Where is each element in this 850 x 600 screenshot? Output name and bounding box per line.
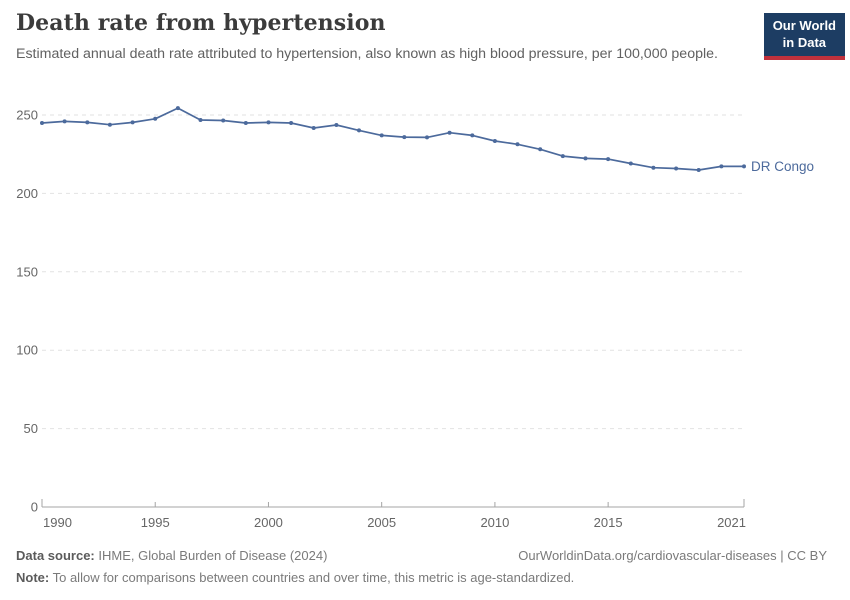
data-point[interactable]	[379, 133, 384, 138]
data-point[interactable]	[719, 164, 724, 169]
data-point[interactable]	[153, 116, 158, 121]
data-point[interactable]	[674, 166, 679, 171]
data-point[interactable]	[85, 120, 90, 125]
x-tick-label: 2000	[254, 515, 283, 530]
data-point[interactable]	[311, 126, 316, 130]
x-tick-label: 1995	[141, 515, 170, 530]
data-point[interactable]	[130, 120, 135, 125]
data-point[interactable]	[583, 156, 588, 161]
data-point[interactable]	[651, 165, 656, 170]
data-point[interactable]	[402, 135, 407, 140]
note-text: To allow for comparisons between countri…	[52, 570, 575, 586]
note-label: Note:	[16, 570, 50, 586]
y-tick-label: 250	[16, 108, 38, 123]
x-tick-label: 2021	[717, 515, 746, 530]
data-point[interactable]	[243, 121, 248, 125]
data-point[interactable]	[628, 161, 633, 166]
y-tick-label: 0	[31, 500, 38, 515]
y-tick-label: 50	[24, 421, 38, 436]
data-point[interactable]	[447, 130, 452, 135]
data-point[interactable]	[696, 168, 701, 172]
chart-header: Death rate from hypertension Estimated a…	[16, 10, 845, 65]
data-point[interactable]	[492, 139, 497, 143]
data-point[interactable]	[560, 154, 565, 159]
owid-logo-line2: in Data	[782, 34, 827, 50]
data-point[interactable]	[742, 164, 746, 169]
data-point[interactable]	[425, 135, 429, 140]
data-point[interactable]	[107, 122, 112, 127]
data-point[interactable]	[357, 128, 361, 133]
chart-subtitle: Estimated annual death rate attributed t…	[16, 46, 718, 62]
data-point[interactable]	[198, 118, 203, 122]
y-tick-label: 150	[16, 264, 38, 279]
data-source-line: Data source: IHME, Global Burden of Dise…	[16, 547, 327, 565]
data-point[interactable]	[221, 118, 226, 123]
data-point[interactable]	[62, 119, 67, 124]
note-line: Note: To allow for comparisons between c…	[16, 569, 827, 587]
series-line[interactable]	[41, 107, 745, 171]
y-tick-label: 200	[16, 186, 38, 201]
data-point[interactable]	[175, 106, 180, 111]
x-tick-label: 2015	[594, 515, 623, 530]
owid-logo-line1: Our World	[772, 18, 836, 33]
data-point[interactable]	[334, 123, 339, 127]
data-source-text: IHME, Global Burden of Disease (2024)	[98, 547, 328, 563]
line-chart-plot-area[interactable]: 0 50 100 150 200 250 1990 1995 2000 2005 2010 2015 2…	[0, 90, 850, 540]
x-tick-label: 2005	[367, 515, 396, 530]
series-label[interactable]: DR Congo	[751, 159, 814, 174]
chart-footer: Data source: IHME, Global Burden of Dise…	[16, 547, 827, 587]
data-point[interactable]	[40, 121, 44, 125]
data-point[interactable]	[289, 121, 294, 125]
x-tick-label: 1990	[43, 515, 72, 530]
data-point[interactable]	[538, 147, 543, 152]
x-tick-label: 2010	[480, 515, 509, 530]
data-source-label: Data source:	[16, 547, 95, 563]
data-point[interactable]	[606, 157, 611, 162]
data-point[interactable]	[515, 142, 520, 147]
attribution-link[interactable]: OurWorldinData.org/cardiovascular-diseas…	[518, 547, 827, 563]
data-point[interactable]	[266, 120, 271, 125]
owid-logo[interactable]: Our World in Data	[763, 13, 845, 60]
chart-title: Death rate from hypertension	[16, 10, 386, 36]
y-tick-label: 100	[16, 343, 38, 358]
data-point[interactable]	[470, 133, 475, 138]
